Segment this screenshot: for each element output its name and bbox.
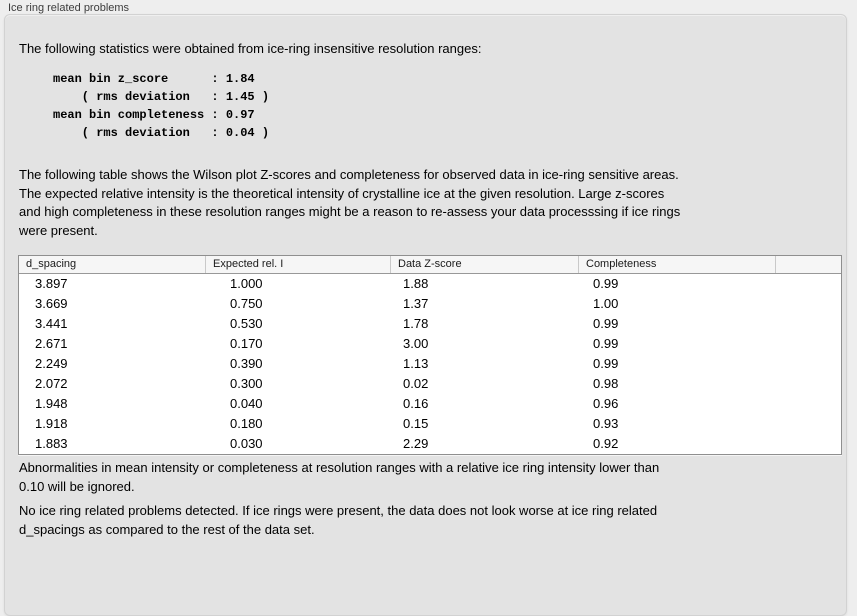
table-cell: 3.897	[35, 276, 68, 291]
table-cell: 3.00	[403, 336, 429, 351]
column-header-expected-rel-i[interactable]: Expected rel. I	[205, 256, 390, 273]
table-row[interactable]: 1.883 0.030 2.29 0.92	[19, 434, 841, 454]
table-cell: 0.040	[230, 396, 263, 411]
table-cell: 0.96	[593, 396, 619, 411]
table-cell: 0.02	[403, 376, 429, 391]
table-cell: 0.92	[593, 436, 619, 451]
table-cell-filler	[775, 434, 841, 454]
intro-text: The following statistics were obtained f…	[19, 41, 482, 56]
table-row[interactable]: 3.441 0.530 1.78 0.99	[19, 314, 841, 334]
table-row[interactable]: 3.669 0.750 1.37 1.00	[19, 294, 841, 314]
table-row[interactable]: 2.671 0.170 3.00 0.99	[19, 334, 841, 354]
table-cell: 2.249	[35, 356, 68, 371]
column-header-d-spacing[interactable]: d_spacing	[26, 258, 77, 270]
table-cell: 1.78	[403, 316, 429, 331]
table-cell: 1.37	[403, 296, 429, 311]
panel-title: Ice ring related problems	[8, 2, 130, 14]
ice-ring-panel: The following statistics were obtained f…	[4, 14, 847, 616]
table-body: 3.897 1.000 1.88 0.99 3.669 0.750 1.37 1.00 3.44…	[19, 274, 841, 454]
table-cell-filler	[775, 334, 841, 354]
table-cell-filler	[775, 394, 841, 414]
table-cell: 3.669	[35, 296, 68, 311]
table-cell: 0.16	[403, 396, 429, 411]
table-cell: 0.15	[403, 416, 429, 431]
table-cell-filler	[775, 414, 841, 434]
table-cell: 1.948	[35, 396, 68, 411]
table-cell: 2.671	[35, 336, 68, 351]
table-cell-filler	[775, 314, 841, 334]
table-cell: 0.99	[593, 356, 619, 371]
table-cell: 0.93	[593, 416, 619, 431]
column-header-data-z-score[interactable]: Data Z-score	[390, 256, 578, 273]
table-row[interactable]: 3.897 1.000 1.88 0.99	[19, 274, 841, 294]
table-cell: 1.88	[403, 276, 429, 291]
table-row[interactable]: 1.948 0.040 0.16 0.96	[19, 394, 841, 414]
table-cell: 0.300	[230, 376, 263, 391]
table-cell: 0.750	[230, 296, 263, 311]
table-cell-filler	[775, 294, 841, 314]
table-cell: 1.00	[593, 296, 619, 311]
table-cell: 1.883	[35, 436, 68, 451]
column-header-completeness[interactable]: Completeness	[578, 256, 775, 273]
column-header-filler	[775, 256, 841, 273]
table-row[interactable]: 2.072 0.300 0.02 0.98	[19, 374, 841, 394]
description-text: The following table shows the Wilson plo…	[19, 167, 681, 238]
table-cell-filler	[775, 354, 841, 374]
conclusion-text: No ice ring related problems detected. I…	[19, 503, 658, 537]
table-cell: 1.918	[35, 416, 68, 431]
ignore-rule-text: Abnormalities in mean intensity or compl…	[19, 460, 660, 494]
table-cell: 0.99	[593, 276, 619, 291]
table-row[interactable]: 2.249 0.390 1.13 0.99	[19, 354, 841, 374]
table-cell: 0.99	[593, 316, 619, 331]
table-cell: 1.13	[403, 356, 429, 371]
stats-block: mean bin z_score : 1.84 ( rms deviation …	[53, 72, 270, 140]
table-cell: 0.030	[230, 436, 263, 451]
ice-ring-table: d_spacing Expected rel. I Data Z-score Comp…	[18, 255, 842, 455]
table-cell: 3.441	[35, 316, 68, 331]
table-cell: 0.390	[230, 356, 263, 371]
table-row[interactable]: 1.918 0.180 0.15 0.93	[19, 414, 841, 434]
table-cell: 2.072	[35, 376, 68, 391]
table-cell: 0.530	[230, 316, 263, 331]
table-cell: 2.29	[403, 436, 429, 451]
table-header-row: d_spacing Expected rel. I Data Z-score Comp…	[19, 256, 841, 274]
table-cell: 1.000	[230, 276, 263, 291]
table-cell: 0.180	[230, 416, 263, 431]
table-cell: 0.99	[593, 336, 619, 351]
table-cell: 0.170	[230, 336, 263, 351]
table-cell-filler	[775, 274, 841, 294]
table-cell-filler	[775, 374, 841, 394]
table-cell: 0.98	[593, 376, 619, 391]
